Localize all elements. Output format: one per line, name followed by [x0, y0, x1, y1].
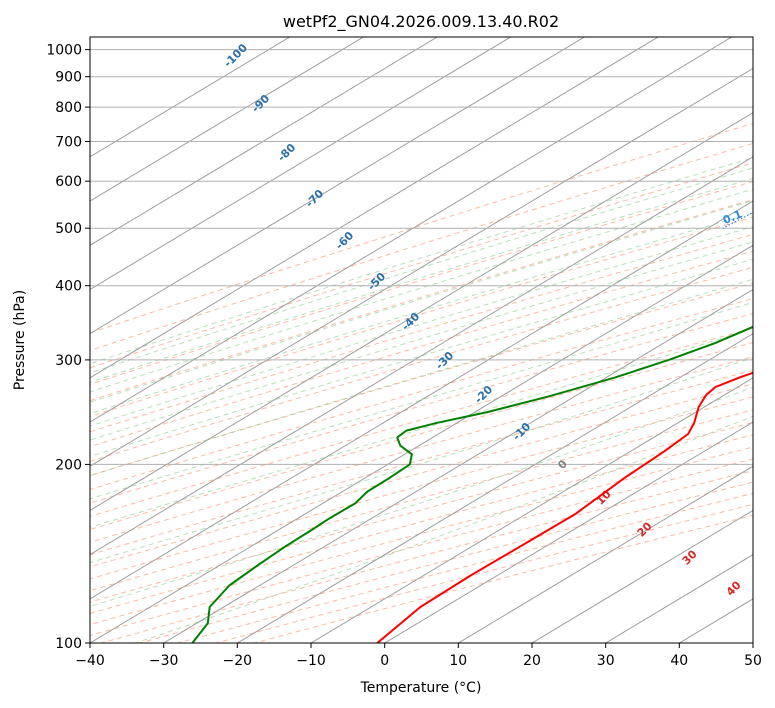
moist-adiabat: [90, 258, 753, 457]
dry-adiabat: [90, 180, 753, 385]
y-tick-label: 400: [55, 279, 82, 295]
isotherm-line: [457, 465, 753, 643]
dry-adiabat: [90, 162, 753, 369]
dry-adiabat: [90, 297, 753, 491]
x-tick-label: −20: [223, 653, 253, 669]
isotherm-line: [383, 421, 753, 643]
x-tick-label: −10: [296, 653, 326, 669]
isotherm-line: [90, 67, 753, 467]
isotherm-line: [90, 37, 439, 246]
isotherm-line: [90, 37, 733, 423]
skewed-isotherms: [90, 37, 753, 643]
y-axis-ticks: 100 200 300 400 500 600 700 800 900 1000: [46, 43, 90, 652]
dry-adiabat: [90, 369, 753, 556]
isotherm-line: [90, 37, 365, 202]
isotherm-line: [90, 156, 753, 556]
moist-adiabats: [90, 157, 753, 643]
isotherm-line: [310, 377, 753, 643]
moist-adiabat: [90, 226, 753, 427]
dewpoint-profile-line: [191, 325, 753, 643]
x-tick-label: 40: [670, 653, 688, 669]
moist-adiabat: [90, 157, 753, 365]
y-tick-label: 200: [55, 457, 82, 473]
isotherm-line: [90, 37, 660, 379]
moist-adiabat: [90, 200, 753, 403]
isotherm-line: [531, 509, 753, 643]
x-axis-label: Temperature (°C): [360, 680, 482, 696]
temperature-profile-line: [376, 371, 753, 643]
y-tick-label: 800: [55, 100, 82, 116]
y-tick-label: 700: [55, 135, 82, 151]
x-axis-ticks: −40 −30 −20 −10 0 10 20 30 40 50: [75, 643, 762, 669]
dry-adiabat: [90, 250, 753, 448]
x-tick-label: −40: [75, 653, 105, 669]
dry-adiabat: [90, 266, 753, 462]
y-tick-label: 500: [55, 221, 82, 237]
y-tick-label: 600: [55, 174, 82, 190]
y-tick-label: 300: [55, 353, 82, 369]
plot-background: [90, 37, 753, 643]
dry-adiabat: [90, 313, 753, 504]
moist-adiabat: [90, 167, 753, 374]
isotherm-line: [90, 37, 512, 291]
x-tick-label: 20: [523, 653, 541, 669]
pressure-gridlines: [90, 49, 753, 643]
isotherm-line: [90, 37, 586, 335]
x-tick-label: 30: [597, 653, 615, 669]
x-tick-label: 50: [744, 653, 762, 669]
x-tick-label: −30: [149, 653, 179, 669]
moist-adiabat: [90, 241, 753, 441]
moist-adiabat: [90, 301, 753, 500]
isotherm-line: [162, 288, 753, 643]
dry-adiabat: [90, 356, 753, 543]
x-tick-label: 10: [449, 653, 467, 669]
isotherm-line: [90, 244, 753, 643]
isotherm-line: [604, 554, 753, 643]
y-tick-label: 900: [55, 70, 82, 86]
profile-series: [191, 325, 753, 643]
isotherm-line: [90, 200, 753, 600]
isotherm-line: [90, 112, 753, 512]
y-tick-label: 1000: [46, 43, 82, 59]
dry-adiabat: [90, 122, 753, 334]
isotherm-line: [90, 37, 291, 158]
y-tick-label: 100: [55, 636, 82, 652]
plot-frame: [89, 36, 754, 644]
isotherm-line: [236, 333, 753, 643]
y-axis-label: Pressure (hPa): [12, 290, 28, 390]
dry-adiabats: [90, 122, 753, 643]
x-tick-label: 0: [380, 653, 389, 669]
moist-adiabat: [90, 212, 753, 415]
chart-title: wetPf2_GN04.2026.009.13.40.R02: [283, 12, 559, 32]
